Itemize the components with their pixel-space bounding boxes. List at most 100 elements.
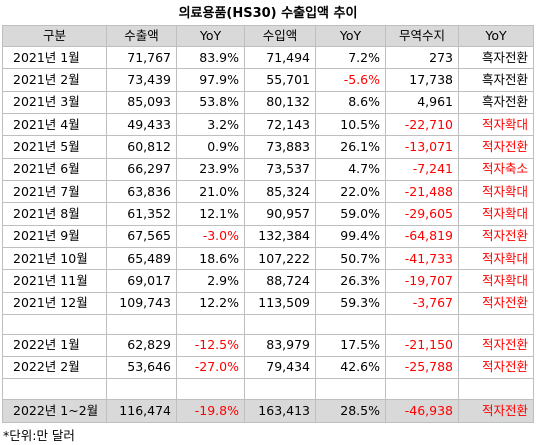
header-cell: 무역수지 [386, 25, 459, 47]
table-cell: -64,819 [386, 225, 459, 248]
table-cell: 67,565 [107, 225, 177, 248]
table-cell: 61,352 [107, 203, 177, 226]
table-cell: 63,836 [107, 180, 177, 204]
table-cell: 적자전환 [459, 136, 534, 159]
table-cell: 79,434 [245, 356, 316, 379]
table-cell: -13,071 [386, 136, 459, 159]
empty-cell [2, 378, 107, 400]
table-cell: -5.6% [316, 69, 386, 92]
table-cell: 66,297 [107, 158, 177, 181]
empty-cell [245, 378, 316, 400]
table-cell: 적자확대 [459, 247, 534, 271]
empty-cell [386, 378, 459, 400]
footnote: *단위:만 달러 [3, 428, 75, 443]
table-cell: 85,324 [245, 180, 316, 204]
table-cell: 적자확대 [459, 113, 534, 137]
table-cell: -3,767 [386, 292, 459, 315]
table-cell: 2021년 10월 [2, 247, 107, 271]
table-cell: 50.7% [316, 247, 386, 271]
table-cell: 흑자전환 [459, 47, 534, 70]
empty-cell [316, 378, 386, 400]
table-cell: 90,957 [245, 203, 316, 226]
table-cell: -3.0% [177, 225, 245, 248]
table-cell: 59.3% [316, 292, 386, 315]
table-cell: 107,222 [245, 247, 316, 271]
table-cell: -21,488 [386, 180, 459, 204]
table-cell: 17.5% [316, 334, 386, 357]
table-cell: 73,537 [245, 158, 316, 181]
empty-cell [2, 314, 107, 335]
empty-cell [459, 314, 534, 335]
table-cell: 116,474 [107, 400, 177, 423]
header-cell: YoY [459, 25, 534, 47]
empty-cell [459, 378, 534, 400]
table-cell: 8.6% [316, 91, 386, 114]
table-cell: 12.2% [177, 292, 245, 315]
table-cell: 26.1% [316, 136, 386, 159]
table-cell: 72,143 [245, 113, 316, 137]
table-cell: 28.5% [316, 400, 386, 423]
table-cell: 88,724 [245, 270, 316, 293]
table-cell: 132,384 [245, 225, 316, 248]
table-cell: -19,707 [386, 270, 459, 293]
table-cell: 73,883 [245, 136, 316, 159]
table-cell: 99.4% [316, 225, 386, 248]
header-cell: 구분 [2, 25, 107, 47]
table-cell: 2021년 4월 [2, 113, 107, 137]
table-cell: 2021년 3월 [2, 91, 107, 114]
empty-cell [107, 314, 177, 335]
table-cell: 55,701 [245, 69, 316, 92]
table-cell: 0.9% [177, 136, 245, 159]
table-cell: 71,494 [245, 47, 316, 70]
table-cell: 2021년 11월 [2, 270, 107, 293]
empty-cell [245, 314, 316, 335]
table-cell: 2021년 5월 [2, 136, 107, 159]
table-cell: 83.9% [177, 47, 245, 70]
table-cell: 3.2% [177, 113, 245, 137]
table-cell: 73,439 [107, 69, 177, 92]
table-cell: 2021년 2월 [2, 69, 107, 92]
table-cell: 163,413 [245, 400, 316, 423]
table-cell: -7,241 [386, 158, 459, 181]
table-cell: -29,605 [386, 203, 459, 226]
table-cell: 22.0% [316, 180, 386, 204]
table-cell: 적자전환 [459, 356, 534, 379]
table-cell: 4,961 [386, 91, 459, 114]
table-cell: -25,788 [386, 356, 459, 379]
table-cell: 흑자전환 [459, 91, 534, 114]
table-cell: 97.9% [177, 69, 245, 92]
table-cell: 62,829 [107, 334, 177, 357]
table-cell: 71,767 [107, 47, 177, 70]
table-cell: 적자확대 [459, 203, 534, 226]
table-cell: 42.6% [316, 356, 386, 379]
table-cell: -46,938 [386, 400, 459, 423]
table-cell: 18.6% [177, 247, 245, 271]
table-cell: 80,132 [245, 91, 316, 114]
table-cell: 적자전환 [459, 334, 534, 357]
table-cell: 12.1% [177, 203, 245, 226]
table-cell: -41,733 [386, 247, 459, 271]
table-cell: 21.0% [177, 180, 245, 204]
table-cell: 26.3% [316, 270, 386, 293]
table-cell: 113,509 [245, 292, 316, 315]
table-cell: 53.8% [177, 91, 245, 114]
table-cell: 2021년 7월 [2, 180, 107, 204]
table-cell: 적자전환 [459, 225, 534, 248]
table-cell: 2022년 2월 [2, 356, 107, 379]
header-cell: YoY [316, 25, 386, 47]
table-cell: 2.9% [177, 270, 245, 293]
empty-cell [316, 314, 386, 335]
table-cell: 2021년 9월 [2, 225, 107, 248]
table-cell: 10.5% [316, 113, 386, 137]
table-cell: 2021년 1월 [2, 47, 107, 70]
table-cell: 2022년 1~2월 [2, 400, 107, 423]
header-cell: 수출액 [107, 25, 177, 47]
table-cell: 7.2% [316, 47, 386, 70]
table-cell: 59.0% [316, 203, 386, 226]
table-cell: 4.7% [316, 158, 386, 181]
table-cell: 적자전환 [459, 400, 534, 423]
table-cell: 273 [386, 47, 459, 70]
table-cell: -22,710 [386, 113, 459, 137]
table-cell: 2021년 12월 [2, 292, 107, 315]
